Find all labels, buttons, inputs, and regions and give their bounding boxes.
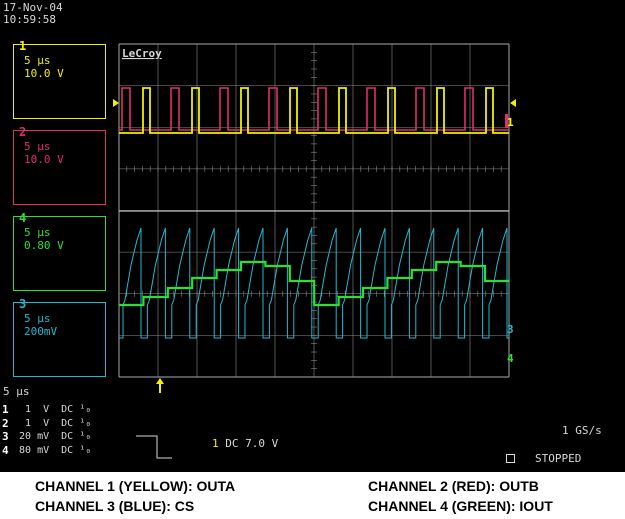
- oscilloscope-screen: 17-Nov-04 10:59:58 5 µs 10.0 V 1 5 µs 10…: [0, 0, 625, 472]
- settings-row-number: 1: [2, 403, 9, 416]
- caption-channel-3: CHANNEL 3 (BLUE): CS: [35, 498, 195, 514]
- channel-4-right-label: 4: [507, 352, 514, 365]
- channel-3-trace: [119, 227, 509, 339]
- acquisition-status[interactable]: STOPPED: [535, 452, 582, 465]
- channel-1-right-arrow: [510, 99, 516, 107]
- channel-3-box[interactable]: 5 µs 200mV: [13, 302, 106, 377]
- trigger-coupling: DC: [225, 437, 239, 450]
- channel-4-box[interactable]: 5 µs 0.80 V: [13, 216, 106, 291]
- channel-3-timebase: 5 µs: [24, 312, 51, 325]
- settings-row-number: 4: [2, 443, 9, 457]
- channel-3-volts: 200mV: [24, 325, 58, 338]
- channel-2-right-marker: [505, 114, 508, 128]
- channel-2-timebase: 5 µs: [24, 140, 51, 153]
- settings-row[interactable]: 20 mV DC ¹₀: [13, 431, 92, 442]
- channel-1-trace: [119, 87, 509, 134]
- caption-channel-4: CHANNEL 4 (GREEN): IOUT: [368, 498, 553, 514]
- channel-1-volts: 10.0 V: [24, 67, 64, 80]
- traces: [119, 87, 510, 339]
- settings-row-number: 3: [2, 430, 9, 443]
- settings-row-number: 2: [2, 416, 9, 430]
- waveform-display[interactable]: LeCroy 1 3 4: [0, 0, 625, 472]
- trigger-readout[interactable]: 1 DC 7.0 V: [212, 437, 278, 450]
- settings-row[interactable]: 1 V DC ¹₀: [13, 417, 92, 429]
- channel-4-volts: 0.80 V: [24, 239, 64, 252]
- channel-4-number: 4: [19, 211, 27, 225]
- channel-1-number: 1: [19, 39, 27, 53]
- channel-1-timebase: 5 µs: [24, 54, 51, 67]
- settings-row[interactable]: 1 V DC ¹₀: [13, 404, 92, 415]
- acquisition-indicator: [506, 454, 515, 463]
- channel-4-trace: [119, 260, 510, 307]
- sample-rate: 1 GS/s: [562, 424, 602, 437]
- timebase-readout: 5 µs: [3, 385, 30, 398]
- caption-channel-1: CHANNEL 1 (YELLOW): OUTA: [35, 478, 236, 494]
- trigger-edge-icon: [136, 435, 172, 459]
- graticule: [118, 43, 510, 378]
- channel-3-number: 3: [19, 297, 27, 311]
- trigger-position-arrow[interactable]: [156, 378, 164, 393]
- capture-date: 17-Nov-04: [3, 1, 63, 14]
- trigger-level: 7.0 V: [245, 437, 279, 450]
- channel-3-right-label: 3: [507, 323, 514, 336]
- channel-1-right-label: 1: [507, 116, 514, 129]
- channel-2-box[interactable]: 5 µs 10.0 V: [13, 130, 106, 205]
- trigger-source: 1: [212, 437, 219, 450]
- channel-1-offset-marker[interactable]: [113, 99, 119, 107]
- brand-logo: LeCroy: [122, 47, 162, 60]
- channel-4-timebase: 5 µs: [24, 226, 51, 239]
- channel-2-number: 2: [19, 125, 27, 139]
- settings-row[interactable]: 80 mV DC ¹₀: [13, 444, 92, 456]
- channel-2-volts: 10.0 V: [24, 153, 64, 166]
- channel-1-box[interactable]: 5 µs 10.0 V: [13, 44, 106, 119]
- caption-channel-2: CHANNEL 2 (RED): OUTB: [368, 478, 539, 494]
- capture-time: 10:59:58: [3, 13, 56, 26]
